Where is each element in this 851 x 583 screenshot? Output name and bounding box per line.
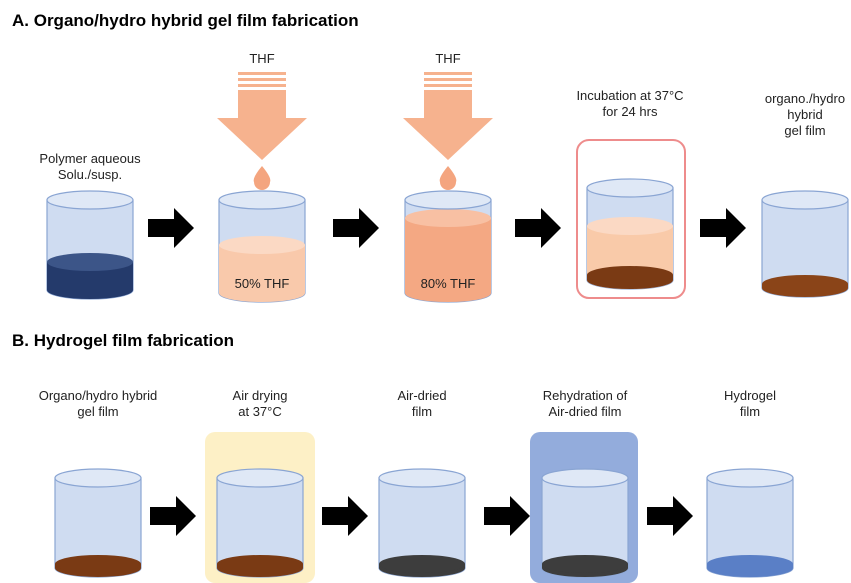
thf-drop bbox=[439, 166, 457, 190]
content-surface bbox=[379, 555, 465, 573]
input-arrow bbox=[217, 90, 307, 160]
step-label: Solu./susp. bbox=[58, 167, 122, 182]
beaker-rim bbox=[404, 190, 492, 210]
process-arrow bbox=[647, 496, 693, 536]
step-label: Hydrogel bbox=[724, 388, 776, 403]
beaker-rim bbox=[378, 468, 466, 488]
step-label: film bbox=[740, 404, 760, 419]
content-surface bbox=[587, 217, 673, 235]
process-arrow bbox=[148, 208, 194, 248]
arrow-stripe bbox=[238, 72, 286, 75]
content-label: 50% THF bbox=[235, 276, 290, 291]
step-label: gel film bbox=[77, 404, 118, 419]
content-surface bbox=[707, 555, 793, 573]
process-arrow bbox=[333, 208, 379, 248]
step-label: Air-dried bbox=[397, 388, 446, 403]
content-surface bbox=[47, 253, 133, 271]
arrow-stripe bbox=[424, 84, 472, 87]
process-arrow bbox=[700, 208, 746, 248]
beaker-rim bbox=[46, 190, 134, 210]
content-surface bbox=[762, 275, 848, 293]
input-arrow bbox=[403, 90, 493, 160]
step-label: Air drying bbox=[233, 388, 288, 403]
input-label: THF bbox=[249, 51, 274, 66]
step-label: Air-dried film bbox=[549, 404, 622, 419]
process-arrow bbox=[322, 496, 368, 536]
step-label: Organo/hydro hybrid bbox=[39, 388, 158, 403]
beaker-body bbox=[54, 477, 142, 578]
step-label: for 24 hrs bbox=[603, 104, 658, 119]
step-label: film bbox=[412, 404, 432, 419]
step-label: gel film bbox=[784, 123, 825, 138]
process-arrow bbox=[150, 496, 196, 536]
step-label: Polymer aqueous bbox=[39, 151, 141, 166]
content-surface bbox=[217, 555, 303, 573]
content-surface bbox=[219, 236, 305, 254]
content-surface bbox=[55, 555, 141, 573]
content-surface bbox=[587, 266, 673, 284]
section-title: B. Hydrogel film fabrication bbox=[12, 331, 234, 350]
step-label: organo./hydro bbox=[765, 91, 845, 106]
step-label: hybrid bbox=[787, 107, 822, 122]
arrow-stripe bbox=[238, 78, 286, 81]
content-surface bbox=[542, 555, 628, 573]
content-label: 80% THF bbox=[421, 276, 476, 291]
input-label: THF bbox=[435, 51, 460, 66]
arrow-stripe bbox=[238, 84, 286, 87]
beaker-content bbox=[47, 262, 133, 299]
beaker-rim bbox=[541, 468, 629, 488]
thf-drop bbox=[253, 166, 271, 190]
beaker-rim bbox=[216, 468, 304, 488]
content-surface bbox=[405, 209, 491, 227]
arrow-stripe bbox=[424, 72, 472, 75]
beaker-rim bbox=[586, 178, 674, 198]
beaker-rim bbox=[706, 468, 794, 488]
beaker-content bbox=[405, 218, 491, 302]
process-arrow bbox=[515, 208, 561, 248]
arrow-stripe bbox=[424, 78, 472, 81]
beaker-rim bbox=[218, 190, 306, 210]
beaker-content bbox=[219, 245, 305, 302]
step-label: at 37°C bbox=[238, 404, 282, 419]
step-label: Rehydration of bbox=[543, 388, 628, 403]
beaker-rim bbox=[761, 190, 849, 210]
beaker-rim bbox=[54, 468, 142, 488]
process-arrow bbox=[484, 496, 530, 536]
step-label: Incubation at 37°C bbox=[576, 88, 683, 103]
section-title: A. Organo/hydro hybrid gel film fabricat… bbox=[12, 11, 359, 30]
